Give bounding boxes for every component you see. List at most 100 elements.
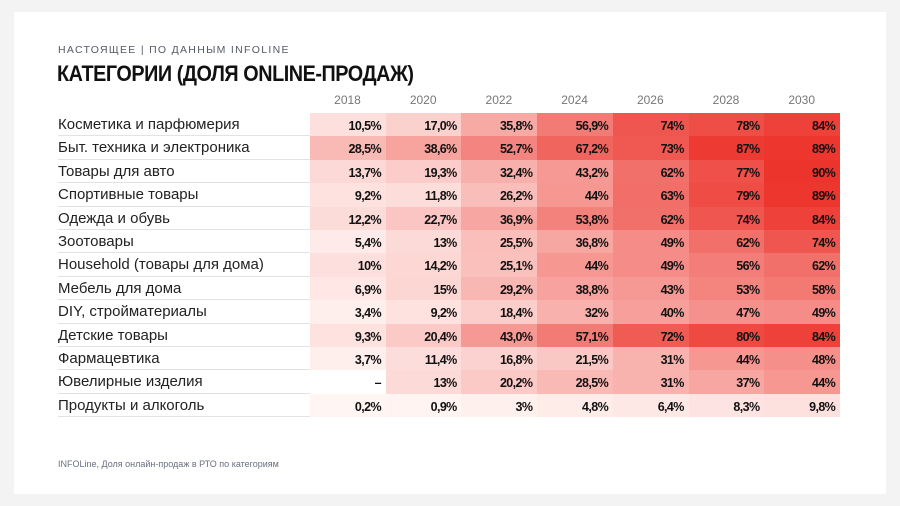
cell: 22,7% (385, 206, 462, 230)
cell: 49% (612, 253, 689, 277)
cell: 16,8% (461, 347, 538, 371)
row-label: Детские товары (58, 324, 310, 347)
cell: 52,7% (461, 136, 538, 160)
cell: 9,2% (310, 183, 386, 207)
cell: 13% (385, 230, 462, 254)
row-label: Мебель для дома (58, 277, 310, 301)
column-header: 2030 (788, 93, 816, 107)
cell: 47% (688, 300, 765, 324)
cell: 44% (688, 347, 765, 371)
cell: 43% (612, 276, 689, 301)
cell: 13% (385, 370, 462, 394)
cell: 0,2% (310, 393, 386, 418)
cell: 53,8% (537, 206, 614, 230)
cell: 36,9% (461, 206, 538, 230)
cell: 84% (764, 323, 841, 347)
cell: 6,4% (612, 393, 689, 418)
row-label: Одежда и обувь (58, 207, 310, 230)
cell: 32,4% (461, 159, 538, 184)
cell: 31% (612, 370, 689, 394)
cell: 43,0% (461, 323, 538, 347)
cell: 3% (461, 393, 538, 418)
column-header: 2026 (636, 93, 664, 107)
cell: 73% (612, 136, 689, 160)
cell: 78% (688, 113, 765, 137)
cell: 49% (612, 230, 689, 254)
cell: 57,1% (537, 323, 614, 347)
cell: 15% (385, 276, 462, 301)
cell: 80% (688, 323, 765, 347)
cell: 0,9% (385, 393, 462, 418)
cell: 84% (764, 113, 841, 137)
cell: 9,2% (385, 300, 462, 324)
cell: 28,5% (537, 370, 614, 394)
cell: 44% (764, 370, 841, 394)
footer: INFOLine, Доля онлайн-продаж в РТО по ка… (58, 459, 279, 469)
cell: 62% (612, 206, 689, 230)
row-label: Зоотовары (58, 230, 310, 254)
cell: 89% (764, 136, 841, 160)
cell: 44% (537, 253, 614, 277)
cell: 84% (764, 206, 841, 230)
cell: 56% (688, 253, 765, 277)
cell: 36,8% (537, 230, 614, 254)
cell: 11,4% (385, 347, 462, 371)
cell: 90% (764, 159, 841, 184)
row-label: Товары для авто (58, 160, 310, 184)
cell: 72% (612, 323, 689, 347)
cell: 44% (537, 183, 614, 207)
cell: 10% (310, 253, 386, 277)
cell: 77% (688, 159, 765, 184)
cell: 17,0% (385, 113, 462, 137)
cell: 11,8% (385, 183, 462, 207)
cell: 53% (688, 276, 765, 301)
cell: 35,8% (461, 113, 538, 137)
column-header: 2018 (334, 93, 361, 107)
cell: 74% (612, 113, 689, 137)
cell: 37% (688, 370, 765, 394)
cell: 62% (764, 253, 841, 277)
cell: 29,2% (461, 276, 538, 301)
cell: 8,3% (688, 393, 765, 418)
cell: – (310, 370, 386, 394)
cell: 14,2% (385, 253, 462, 277)
cell: 56,9% (537, 113, 614, 137)
cell: 74% (688, 206, 765, 230)
cell: 31% (612, 347, 689, 371)
kicker: НАСТОЯЩЕЕ | ПО ДАННЫМ INFOLINE (58, 44, 290, 56)
column-header: 2024 (561, 93, 588, 107)
column-header: 2028 (712, 93, 740, 107)
cell: 12,2% (310, 206, 386, 230)
cell: 6,9% (310, 276, 386, 301)
cell: 62% (612, 159, 689, 184)
row-label: Фармацевтика (58, 347, 310, 371)
row-label: DIY, стройматериалы (58, 300, 310, 324)
cell: 67,2% (537, 136, 614, 160)
cell: 20,4% (385, 323, 462, 347)
row-label: Косметика и парфюмерия (58, 113, 310, 137)
cell: 28,5% (310, 136, 386, 160)
title: КАТЕГОРИИ (ДОЛЯ ONLINE-ПРОДАЖ) (57, 61, 414, 86)
cell: 38,6% (385, 136, 462, 160)
cell: 62% (688, 230, 765, 254)
row-label: Household (товары для дома) (58, 253, 310, 277)
cell: 13,7% (310, 159, 386, 184)
cell: 25,5% (461, 230, 538, 254)
column-header: 2022 (485, 93, 513, 107)
cell: 49% (764, 300, 841, 324)
cell: 19,3% (385, 159, 462, 184)
cell: 74% (764, 230, 841, 254)
row-label: Продукты и алкоголь (58, 394, 310, 418)
cell: 3,4% (310, 300, 386, 324)
row-label: Ювелирные изделия (58, 370, 310, 394)
cell: 89% (764, 183, 841, 207)
cell: 40% (612, 300, 689, 324)
cell: 79% (688, 183, 765, 207)
cell: 9,8% (764, 393, 841, 418)
cell: 5,4% (310, 230, 386, 254)
cell: 58% (764, 276, 841, 301)
cell: 18,4% (461, 300, 538, 324)
row-label: Быт. техника и электроника (58, 136, 310, 160)
cell: 9,3% (310, 323, 386, 347)
